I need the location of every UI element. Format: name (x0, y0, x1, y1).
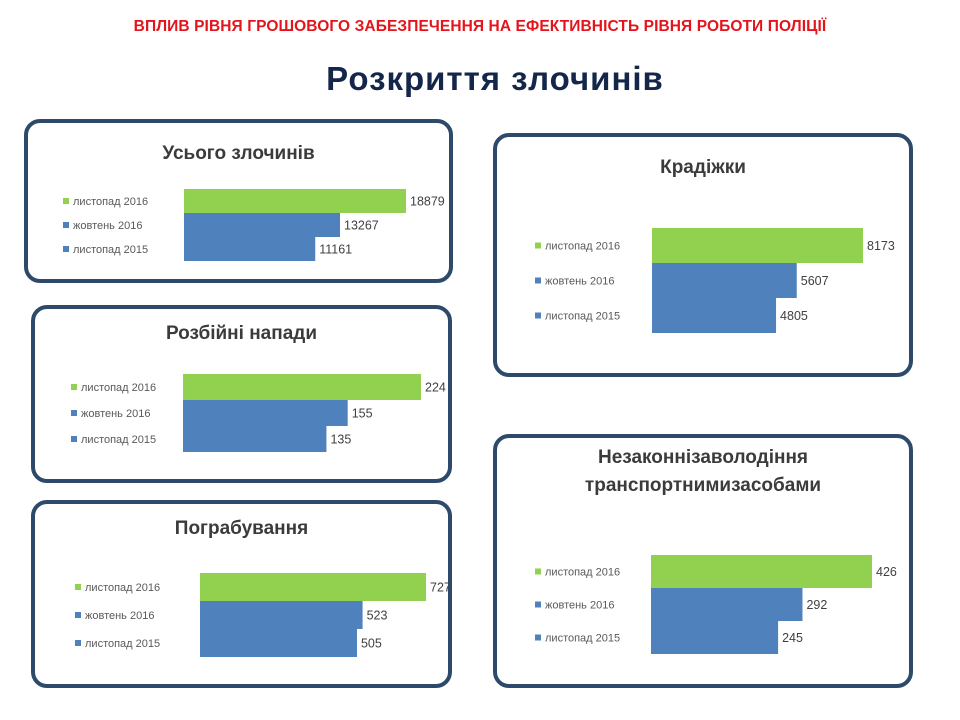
robbery-attacks-bar-2 (183, 426, 327, 452)
chart-title-vehicle-theft-line2: транспортнимизасобами (584, 475, 822, 496)
thefts-value-label-0: 8173 (867, 239, 895, 253)
thefts-value-label-2: 4805 (780, 309, 808, 323)
robbery-attacks-value-label-1: 155 (352, 407, 373, 421)
vehicle-theft-legend-swatch-2 (535, 634, 541, 641)
robbery-attacks-legend-swatch-0 (71, 384, 77, 390)
vehicle-theft-value-label-2: 245 (782, 631, 803, 645)
total-crimes-value-label-2: 11161 (319, 243, 352, 257)
thefts-value-label-1: 5607 (801, 274, 829, 288)
chart-panel-robbery-attacks: Розбійні напади 224 листопад 2016 155 жовте… (31, 305, 452, 483)
vehicle-theft-legend-label-1: жовтень 2016 (545, 600, 614, 612)
robberies-legend-label-0: листопад 2016 (85, 582, 160, 594)
robbery-attacks-legend-label-0: листопад 2016 (81, 382, 156, 394)
robberies-legend-swatch-0 (75, 584, 81, 590)
total-crimes-legend-swatch-2 (63, 246, 69, 252)
vehicle-theft-legend-label-0: листопад 2016 (545, 567, 620, 579)
slide-title: Розкриття злочинів (326, 60, 664, 97)
total-crimes-bar-0 (184, 189, 406, 213)
robbery-attacks-legend-label-2: листопад 2015 (81, 434, 156, 446)
thefts-legend-swatch-1 (535, 277, 541, 284)
chart-robbery-attacks: 224 листопад 2016 155 жовтень 2016 135 листоп… (71, 374, 446, 452)
total-crimes-bar-1 (184, 213, 341, 237)
vehicle-theft-bar-2 (651, 621, 779, 654)
vehicle-theft-bar-1 (651, 588, 803, 621)
chart-panel-total-crimes: Усього злочинів 18879 листопад 2016 13267 ж… (24, 119, 453, 283)
vehicle-theft-legend-label-2: листопад 2015 (545, 633, 620, 645)
thefts-legend-swatch-2 (535, 312, 541, 319)
robberies-value-label-0: 727 (430, 581, 451, 595)
vehicle-theft-value-label-0: 426 (876, 565, 897, 579)
chart-total-crimes: 18879 листопад 2016 13267 жовтень 2016 11161… (63, 189, 445, 261)
robberies-value-label-1: 523 (367, 609, 388, 623)
chart-vehicle-theft: 426 листопад 2016 292 жовтень 2016 245 листоп… (535, 555, 897, 654)
chart-robberies: 727 листопад 2016 523 жовтень 2016 505 листоп… (75, 573, 451, 657)
thefts-bar-1 (652, 263, 797, 298)
thefts-legend-label-0: листопад 2016 (545, 241, 620, 253)
robbery-attacks-bar-1 (183, 400, 348, 426)
chart-panel-vehicle-theft: Незаконнізаволодіння транспортнимизасоба… (493, 434, 913, 688)
thefts-bar-2 (652, 298, 777, 333)
total-crimes-legend-swatch-0 (63, 198, 69, 204)
chart-panel-thefts: Крадіжки 8173 листопад 2016 5607 жовтень 20… (493, 133, 913, 377)
robberies-bar-2 (200, 629, 357, 657)
total-crimes-bar-2 (184, 237, 316, 261)
chart-thefts: 8173 листопад 2016 5607 жовтень 2016 4805 лис… (535, 228, 895, 333)
robberies-legend-label-2: листопад 2015 (85, 638, 160, 650)
robberies-bar-0 (200, 573, 426, 601)
robbery-attacks-value-label-0: 224 (425, 381, 446, 395)
total-crimes-legend-label-1: жовтень 2016 (73, 220, 142, 232)
robberies-legend-swatch-2 (75, 640, 81, 646)
total-crimes-value-label-0: 18879 (410, 195, 445, 209)
robberies-legend-label-1: жовтень 2016 (85, 610, 154, 622)
total-crimes-value-label-1: 13267 (344, 219, 379, 233)
robberies-legend-swatch-1 (75, 612, 81, 618)
chart-title-vehicle-theft-line1: Незаконнізаволодіння (597, 447, 809, 468)
total-crimes-legend-swatch-1 (63, 222, 69, 228)
vehicle-theft-legend-swatch-0 (535, 568, 541, 575)
thefts-legend-label-2: листопад 2015 (545, 311, 620, 323)
thefts-legend-swatch-0 (535, 242, 541, 249)
robbery-attacks-bar-0 (183, 374, 421, 400)
chart-title-robberies: Пограбування (174, 518, 309, 539)
total-crimes-legend-label-0: листопад 2016 (73, 196, 148, 208)
robberies-value-label-2: 505 (361, 637, 382, 651)
robberies-bar-1 (200, 601, 363, 629)
vehicle-theft-bar-0 (651, 555, 872, 588)
chart-title-thefts: Крадіжки (660, 157, 746, 178)
chart-panel-robberies: Пограбування 727 листопад 2016 523 жовтень … (31, 500, 452, 688)
robbery-attacks-legend-label-1: жовтень 2016 (81, 408, 150, 420)
total-crimes-legend-label-2: листопад 2015 (73, 244, 148, 256)
chart-title-robbery-attacks: Розбійні напади (165, 323, 318, 344)
slide-subtitle: ВПЛИВ РІВНЯ ГРОШОВОГО ЗАБЕЗПЕЧЕННЯ НА ЕФ… (133, 18, 827, 35)
chart-title-total-crimes: Усього злочинів (162, 143, 315, 164)
thefts-legend-label-1: жовтень 2016 (545, 276, 614, 288)
robbery-attacks-value-label-2: 135 (330, 433, 351, 447)
vehicle-theft-legend-swatch-1 (535, 601, 541, 608)
vehicle-theft-value-label-1: 292 (806, 598, 827, 612)
robbery-attacks-legend-swatch-2 (71, 436, 77, 442)
thefts-bar-0 (652, 228, 863, 263)
robbery-attacks-legend-swatch-1 (71, 410, 77, 416)
